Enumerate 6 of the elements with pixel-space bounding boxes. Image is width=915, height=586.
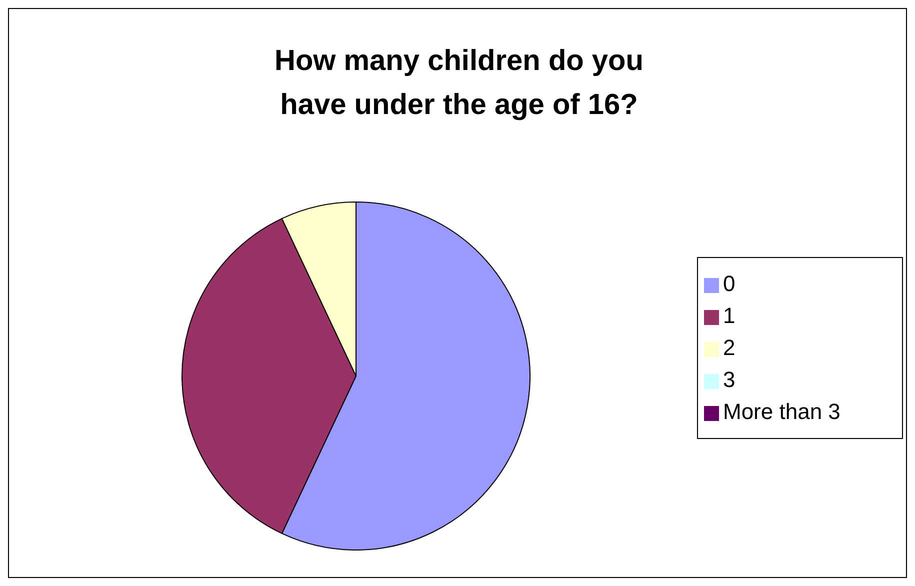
chart-title: How many children do you have under the age of 16? (274, 44, 644, 123)
legend-label: 2 (723, 335, 736, 360)
legend-label: 0 (723, 271, 736, 296)
legend-label: More than 3 (723, 399, 840, 424)
legend-label: 1 (723, 303, 736, 328)
legend-label: 3 (723, 367, 736, 392)
